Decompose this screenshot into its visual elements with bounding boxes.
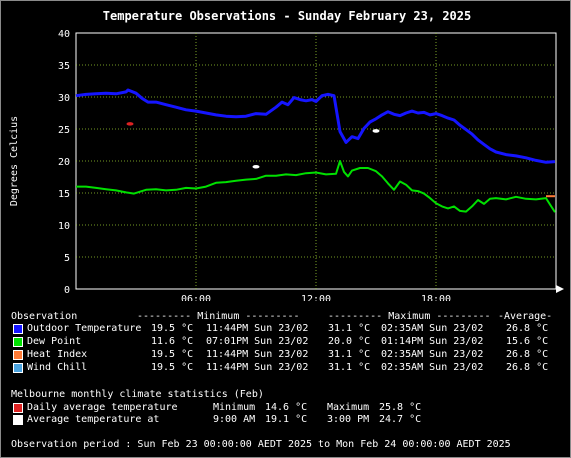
y-tick-label: 20 (58, 157, 70, 168)
y-tick-label: 30 (58, 93, 70, 104)
daily-min-label: Minimum (213, 402, 256, 413)
legend-max-time: 02:35AM Sun 23/02 (381, 362, 484, 373)
legend-min-value: 19.5 °C (151, 323, 194, 334)
legend-average: 15.6 °C (506, 336, 549, 347)
daily-max-value: 25.8 °C (379, 402, 422, 413)
legend-header-observation: Observation (11, 311, 78, 322)
grid-lines (76, 33, 556, 289)
observation-period: Observation period : Sun Feb 23 00:00:00… (11, 439, 511, 450)
y-axis-ticks: 0 5 10 15 20 25 30 35 40 (58, 29, 70, 296)
y-tick-label: 35 (58, 61, 70, 72)
y-tick-label: 5 (64, 253, 70, 264)
legend-label: Wind Chill (27, 362, 88, 373)
series-lines (75, 88, 556, 213)
legend-average: 26.8 °C (506, 349, 549, 360)
x-tick-label: 18:00 (421, 294, 451, 301)
y-tick-label: 0 (64, 285, 70, 296)
legend-max-value: 20.0 °C (328, 336, 371, 347)
legend-max-value: 31.1 °C (328, 349, 371, 360)
daily-average-label: Daily average temperature (27, 402, 178, 413)
legend-swatch (13, 363, 23, 373)
climate-marker (252, 164, 260, 169)
legend-label: Outdoor Temperature (27, 323, 142, 334)
legend-header-average: -Average- (498, 311, 553, 322)
average-time-1: 9:00 AM (213, 414, 256, 425)
average-time-2: 3:00 PM (327, 414, 370, 425)
daily-max-label: Maximum (327, 402, 370, 413)
legend-max-value: 31.1 °C (328, 323, 371, 334)
daily-min-value: 14.6 °C (265, 402, 308, 413)
temperature-chart: Temperature Observations - Sunday Februa… (9, 9, 564, 301)
climate-marker (372, 129, 380, 133)
legend-min-value: 11.6 °C (151, 336, 194, 347)
legend-max-value: 31.1 °C (328, 362, 371, 373)
legend-header-minimum: --------- Minimum --------- (137, 311, 300, 322)
legend-max-time: 01:14PM Sun 23/02 (381, 336, 484, 347)
average-value-1: 19.1 °C (265, 414, 308, 425)
legend-average: 26.8 °C (506, 362, 549, 373)
legend-max-time: 02:35AM Sun 23/02 (381, 349, 484, 360)
average-value-2: 24.7 °C (379, 414, 422, 425)
legend-min-time: 11:44PM Sun 23/02 (206, 349, 309, 360)
legend-min-time: 11:44PM Sun 23/02 (206, 362, 309, 373)
legend-swatch (13, 337, 23, 347)
average-temperature-swatch (13, 415, 23, 425)
x-tick-label: 12:00 (301, 294, 331, 301)
legend-min-value: 19.5 °C (151, 349, 194, 360)
x-axis-arrow-icon (556, 285, 564, 293)
chart-title: Temperature Observations - Sunday Februa… (103, 9, 471, 23)
y-axis-label: Degrees Celcius (9, 116, 20, 206)
legend-min-time: 11:44PM Sun 23/02 (206, 323, 309, 334)
series-line-dew-point (76, 160, 556, 213)
x-axis-ticks: 06:00 12:00 18:00 (181, 294, 451, 301)
legend-max-time: 02:35AM Sun 23/02 (381, 323, 484, 334)
climate-heading: Melbourne monthly climate statistics (Fe… (11, 389, 264, 400)
series-line-outdoor-temperature (75, 88, 556, 164)
legend-min-time: 07:01PM Sun 23/02 (206, 336, 309, 347)
average-temperature-label: Average temperature at (27, 414, 160, 425)
legend-average: 26.8 °C (506, 323, 549, 334)
legend-label: Dew Point (27, 336, 82, 347)
x-tick-label: 06:00 (181, 294, 211, 301)
y-tick-label: 25 (58, 125, 70, 136)
y-tick-label: 40 (58, 29, 70, 40)
legend-header-maximum: --------- Maximum --------- (328, 311, 491, 322)
legend-min-value: 19.5 °C (151, 362, 194, 373)
climate-marker (126, 122, 134, 126)
legend-label: Heat Index (27, 349, 88, 360)
climate-markers (126, 122, 380, 169)
daily-average-swatch (13, 403, 23, 413)
legend-swatch (13, 324, 23, 334)
y-tick-label: 10 (58, 221, 70, 232)
y-tick-label: 15 (58, 189, 70, 200)
legend-swatch (13, 350, 23, 360)
